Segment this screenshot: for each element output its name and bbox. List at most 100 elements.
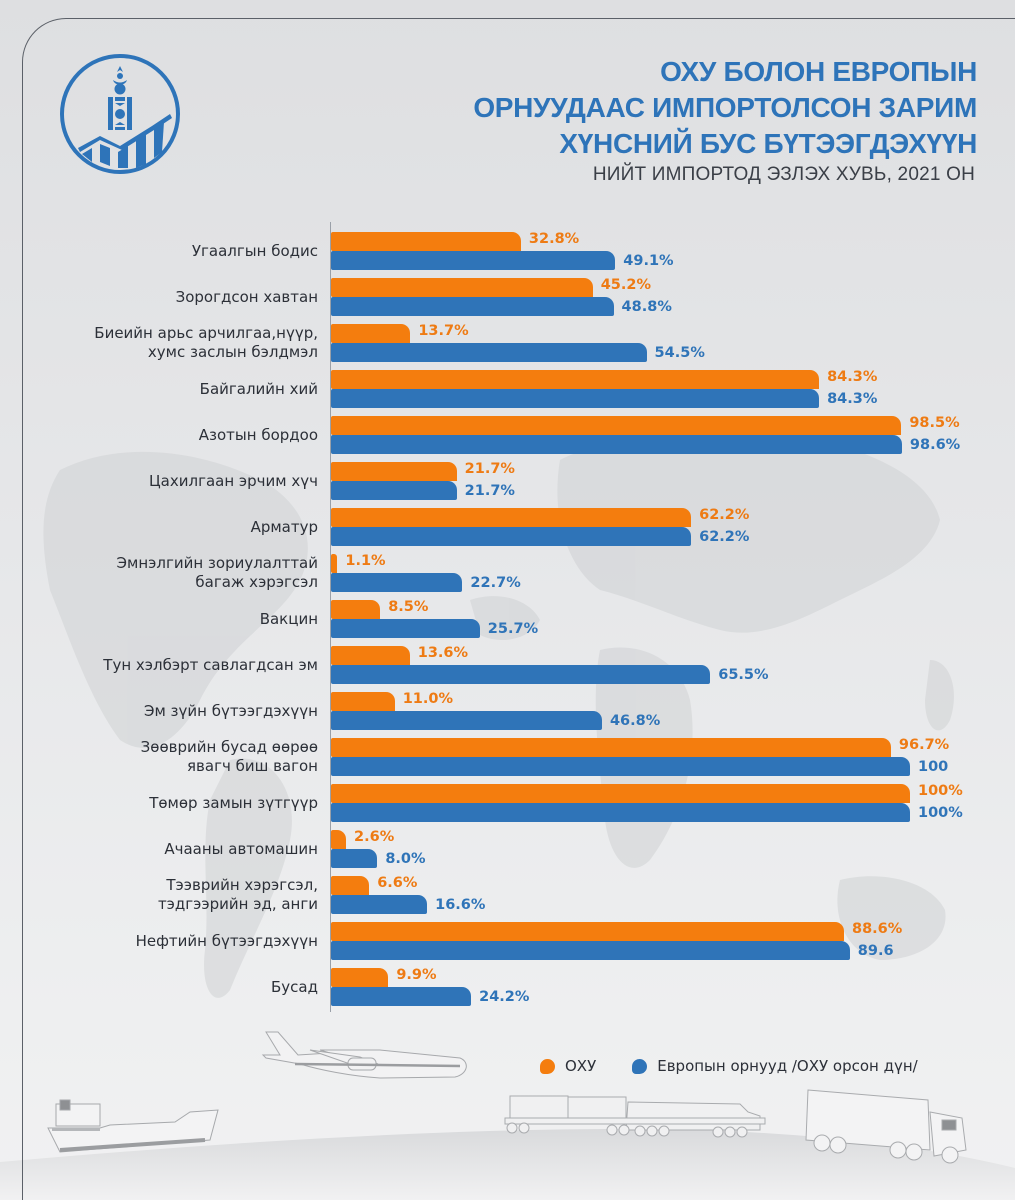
category-label: Байгалийн хий	[200, 380, 318, 399]
legend-item-europe: Европын орнууд /ОХУ орсон дүн/	[632, 1057, 918, 1075]
category-label: Тун хэлбэрт савлагдсан эм	[103, 656, 318, 675]
bar-eu	[331, 481, 457, 500]
value-label-eu: 84.3%	[827, 391, 878, 407]
value-label-ru: 2.6%	[354, 829, 395, 845]
value-label-ru: 6.6%	[377, 875, 418, 891]
category-label-line: Байгалийн хий	[199, 379, 318, 398]
bar-eu	[331, 941, 850, 960]
category-label: Төмөр замын зүтгүүр	[149, 794, 318, 813]
bar-ru	[331, 922, 844, 941]
value-label-eu: 89.6	[857, 943, 894, 959]
value-label-ru: 62.2%	[699, 507, 750, 523]
bar-eu	[331, 573, 463, 592]
bar-ru	[331, 600, 381, 619]
category-label-line: Нефтийн бүтээгдэхүүн	[135, 931, 318, 950]
category-label-line: Төмөр замын зүтгүүр	[149, 793, 318, 812]
legend-label-europe: Европын орнууд /ОХУ орсон дүн/	[657, 1057, 918, 1075]
category-label: Эм зүйн бүтээгдэхүүн	[144, 702, 318, 721]
bar-eu	[331, 389, 820, 408]
category-label-line: Эмнэлгийн зориулалттай	[116, 554, 318, 572]
bar-ru	[331, 416, 902, 435]
category-label-line: Цахилгаан эрчим хүч	[149, 471, 318, 490]
category-label-line: хумс заслын бэлдмэл	[147, 343, 318, 361]
value-label-ru: 1.1%	[345, 553, 386, 569]
category-label-line: Биеийн арьс арчилгаа,нүүр,	[94, 324, 318, 342]
category-label: Тээврийн хэрэгсэл, тэдгээрийн эд, анги	[158, 876, 318, 914]
chart-subtitle: НИЙТ ИМПОРТОД ЭЗЛЭХ ХУВЬ, 2021 ОН	[592, 164, 975, 185]
bar-eu	[331, 527, 692, 546]
category-label-line: Зөөврийн бусад өөрөө	[140, 738, 318, 756]
legend-item-russia: ОХУ	[540, 1057, 596, 1075]
value-label-eu: 98.6%	[909, 437, 961, 453]
bar-ru	[331, 554, 338, 573]
legend: ОХУ Европын орнууд /ОХУ орсон дүн/	[540, 1057, 990, 1075]
bar-ru	[331, 370, 820, 389]
value-label-ru: 8.5%	[388, 599, 429, 615]
value-label-ru: 45.2%	[600, 277, 652, 293]
title-line-1: ОХУ БОЛОН ЕВРОПЫН	[660, 56, 977, 87]
category-label-line: Азотын бордоо	[198, 425, 318, 444]
category-label: Ачааны автомашин	[164, 840, 318, 859]
chart-title: ОХУ БОЛОН ЕВРОПЫН ОРНУУДААС ИМПОРТОЛСОН …	[417, 54, 977, 162]
bar-eu	[331, 711, 602, 730]
value-label-ru: 100%	[918, 783, 963, 799]
bar-ru	[331, 278, 593, 297]
value-label-eu: 65.5%	[718, 667, 769, 683]
bar-ru	[331, 830, 347, 849]
bar-ru	[331, 784, 910, 803]
category-label: Нефтийн бүтээгдэхүүн	[136, 932, 318, 951]
title-line-3: ХҮНСНИЙ БУС БҮТЭЭГДЭХҮҮН	[559, 128, 977, 159]
bar-eu	[331, 895, 428, 914]
bar-eu	[331, 251, 616, 270]
value-label-ru: 13.7%	[418, 323, 469, 339]
bar-ru	[331, 968, 389, 987]
card-frame	[22, 18, 1015, 1200]
category-label: Цахилгаан эрчим хүч	[149, 472, 318, 491]
value-label-eu: 21.7%	[464, 483, 515, 499]
value-label-eu: 48.8%	[621, 299, 672, 315]
category-label: Зорогдсон хавтан	[176, 288, 318, 307]
bar-eu	[331, 435, 902, 454]
category-label: Эмнэлгийн зориулалттай багаж хэрэгсэл	[117, 554, 318, 592]
bar-ru	[331, 646, 410, 665]
bar-ru	[331, 324, 411, 343]
bar-ru	[331, 738, 891, 757]
value-label-eu: 54.5%	[654, 345, 705, 361]
bar-eu	[331, 297, 614, 316]
category-label: Бусад	[271, 978, 318, 997]
category-label-line: Эм зүйн бүтээгдэхүүн	[144, 701, 318, 720]
value-label-eu: 24.2%	[479, 989, 530, 1005]
value-label-eu: 8.0%	[385, 851, 426, 867]
legend-label-russia: ОХУ	[565, 1057, 597, 1075]
value-label-ru: 11.0%	[402, 691, 453, 707]
category-label-line: Ачааны автомашин	[164, 839, 318, 858]
category-label-line: Арматур	[250, 517, 318, 536]
category-label: Азотын бордоо	[199, 426, 318, 445]
value-label-ru: 96.7%	[898, 737, 950, 753]
category-label-line: Тун хэлбэрт савлагдсан эм	[103, 655, 318, 674]
value-label-ru: 9.9%	[396, 967, 437, 983]
value-label-eu: 49.1%	[623, 253, 674, 269]
value-label-ru: 98.5%	[909, 415, 960, 431]
value-label-ru: 88.6%	[851, 921, 903, 937]
value-label-ru: 13.6%	[417, 645, 469, 661]
bar-eu	[331, 803, 910, 822]
category-label: Арматур	[251, 518, 318, 537]
bar-eu	[331, 849, 378, 868]
category-label-line: тэдгээрийн эд, анги	[157, 895, 318, 913]
bar-eu	[331, 757, 910, 776]
value-label-eu: 100	[918, 759, 949, 775]
category-label: Вакцин	[260, 610, 318, 629]
value-label-eu: 22.7%	[470, 575, 521, 591]
statistics-soyombo-logo-icon	[60, 54, 180, 174]
legend-marker-russia	[540, 1058, 555, 1074]
value-label-eu: 62.2%	[699, 529, 750, 545]
value-label-ru: 84.3%	[827, 369, 878, 385]
value-label-ru: 21.7%	[464, 461, 515, 477]
bar-eu	[331, 987, 472, 1006]
category-label-line: Угаалгын бодис	[191, 241, 318, 260]
legend-marker-europe	[632, 1058, 648, 1074]
bar-eu	[331, 665, 711, 684]
bar-ru	[331, 692, 395, 711]
category-label-line: Бусад	[271, 977, 318, 996]
